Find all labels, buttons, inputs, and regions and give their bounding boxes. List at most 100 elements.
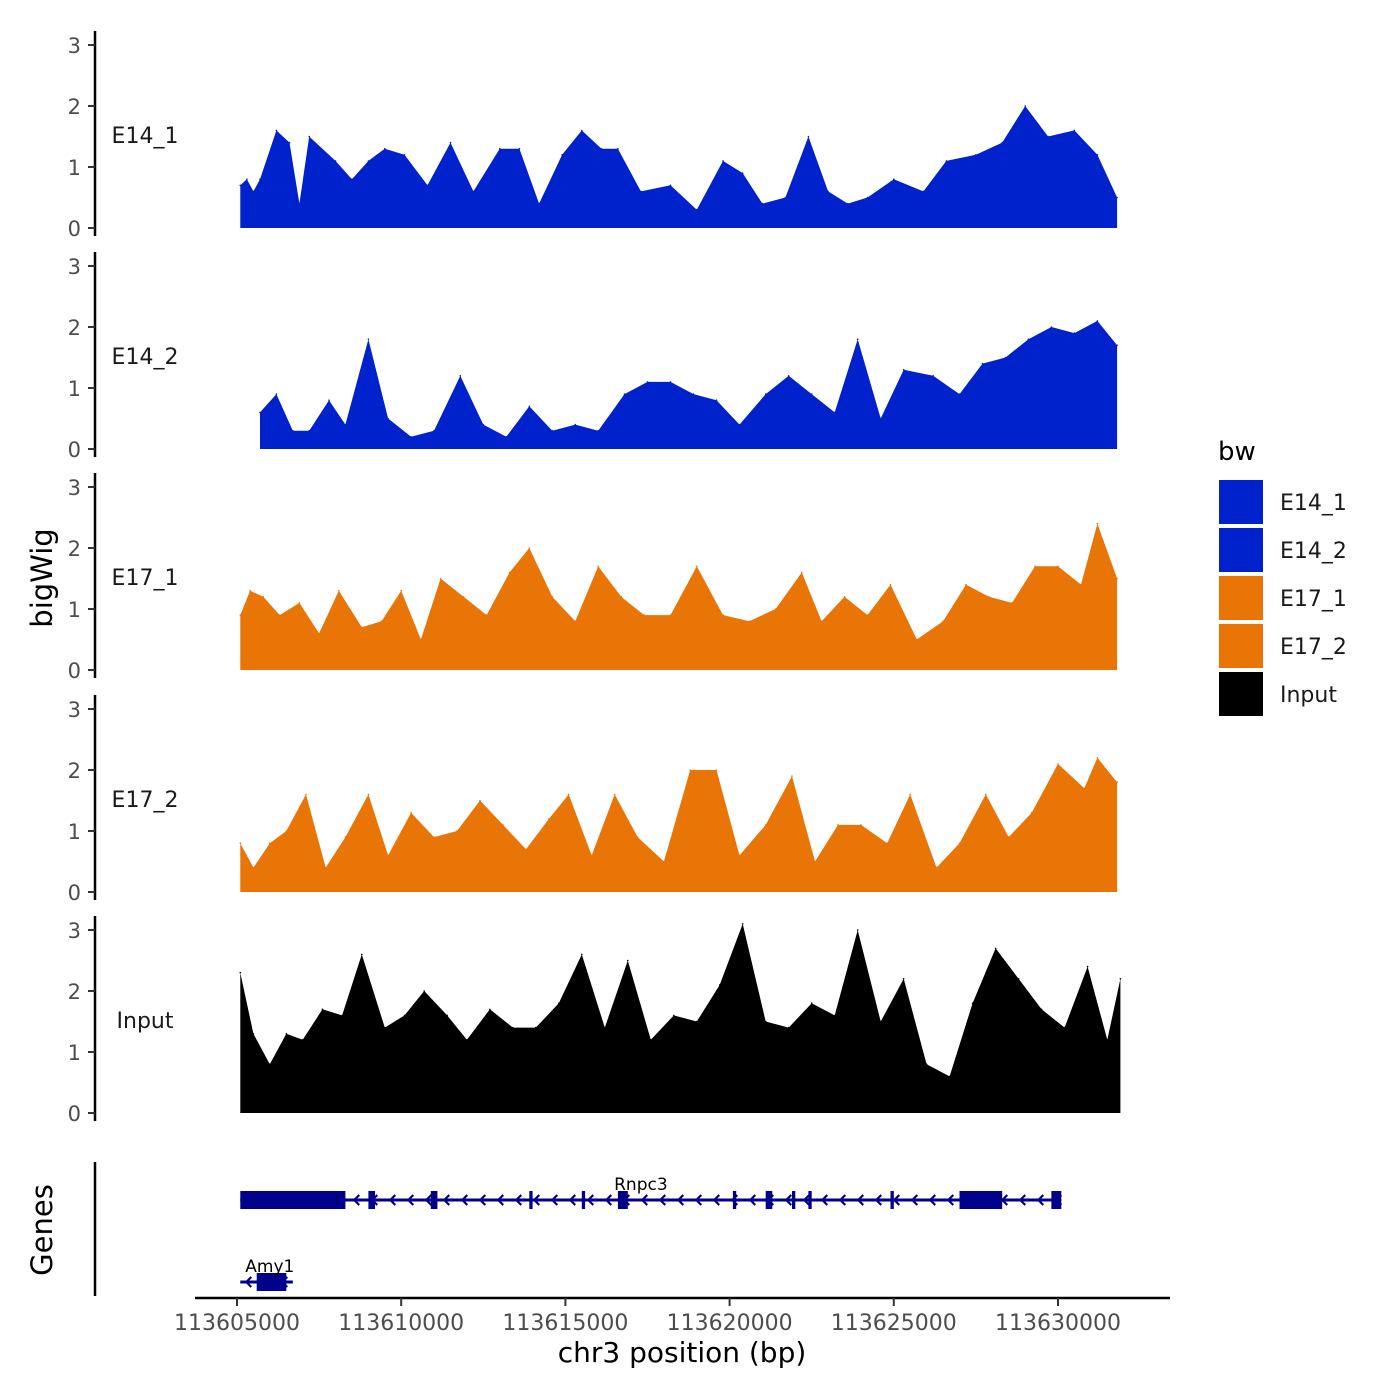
signal-point: [239, 971, 242, 974]
signal-point: [764, 1020, 767, 1023]
strand-arrow: [388, 1194, 397, 1206]
signal-point: [1116, 344, 1118, 347]
signal-point: [328, 399, 330, 402]
signal-area-input: [240, 923, 1121, 1113]
signal-point: [1096, 320, 1099, 322]
track-panel-e14-1: 0 1 2 3 E14_1: [68, 31, 1118, 241]
gene-exon: [368, 1191, 375, 1209]
gene-exon: [808, 1191, 812, 1209]
gene-exon: [617, 1191, 628, 1209]
signal-point: [975, 154, 977, 156]
signal-point: [1007, 836, 1010, 838]
signal-point: [1073, 129, 1076, 132]
signal-point: [827, 190, 829, 193]
signal-point: [249, 589, 251, 592]
signal-point: [673, 1014, 675, 1017]
signal-point: [479, 799, 481, 802]
signal-point: [988, 596, 990, 598]
signal-point: [574, 620, 577, 622]
signal-point: [259, 411, 261, 414]
signal-point: [820, 620, 823, 622]
legend-label: E17_2: [1280, 635, 1347, 660]
signal-point: [715, 399, 718, 402]
signal-point: [239, 184, 242, 187]
strand-arrow: [640, 1194, 649, 1206]
signal-point: [298, 202, 301, 205]
signal-point: [761, 202, 764, 205]
signal-point: [512, 1026, 514, 1029]
signal-point: [715, 769, 718, 771]
signal-point: [833, 411, 836, 414]
gene-exon: [240, 1191, 346, 1209]
signal-point: [958, 842, 961, 844]
signal-point: [1096, 522, 1099, 525]
signal-point: [367, 793, 370, 796]
signal-area-e17-1: [240, 523, 1118, 670]
signal-point: [558, 1002, 560, 1004]
signal-point: [741, 172, 744, 174]
track-label: Input: [117, 1009, 174, 1034]
signal-point: [528, 547, 531, 549]
strand-arrow: [244, 1276, 253, 1288]
signal-point: [498, 147, 501, 150]
signal-point: [502, 824, 504, 826]
signal-point: [380, 620, 383, 622]
signal-area-e14-1: [240, 106, 1118, 228]
signal-point: [958, 393, 961, 395]
signal-point: [535, 1026, 537, 1029]
signal-point: [696, 565, 698, 568]
y-tick-label: 3: [68, 255, 81, 279]
y-tick-label: 3: [68, 698, 81, 722]
signal-point: [288, 141, 291, 144]
signal-point: [764, 393, 767, 395]
signal-point: [292, 429, 294, 432]
track-label: E17_2: [112, 788, 179, 813]
signal-point: [1001, 141, 1003, 144]
signal-point: [722, 614, 724, 616]
signal-point: [613, 793, 616, 796]
signal-point: [278, 614, 281, 616]
signal-point: [423, 990, 426, 992]
signal-point: [669, 381, 672, 383]
signal-point: [669, 184, 672, 187]
signal-point: [518, 147, 521, 150]
legend-swatch: [1219, 528, 1263, 572]
signal-point: [275, 393, 278, 395]
strand-arrow: [352, 1194, 361, 1206]
signal-point: [489, 1008, 491, 1011]
signal-point: [367, 160, 370, 162]
legend-swatch: [1219, 624, 1263, 668]
legend-label: Input: [1280, 683, 1337, 708]
signal-point: [1073, 332, 1076, 334]
signal-point: [344, 423, 347, 426]
signal-area-e17-2: [240, 757, 1118, 892]
signal-point: [935, 866, 938, 869]
signal-point: [893, 178, 895, 180]
y-tick-label: 0: [68, 1102, 81, 1126]
signal-point: [538, 202, 540, 205]
signal-point: [400, 589, 403, 592]
signal-point: [889, 583, 892, 586]
signal-point: [932, 375, 934, 377]
strand-arrow: [874, 1194, 883, 1206]
gene-exon: [792, 1191, 796, 1209]
signal-point: [866, 614, 869, 616]
track-panel-e17-1: 0 1 2 3 E17_1: [68, 473, 1118, 683]
gene-exon: [1051, 1191, 1062, 1209]
strand-arrow: [532, 1194, 541, 1206]
signal-point: [604, 1026, 606, 1029]
signal-point: [525, 848, 527, 851]
signal-point: [801, 571, 803, 574]
signal-point: [252, 190, 255, 193]
signal-point: [814, 860, 816, 863]
signal-point: [810, 393, 813, 395]
signal-point: [620, 596, 622, 598]
track-panel-e17-2: 0 1 2 3 E17_2: [68, 695, 1118, 905]
signal-point: [367, 338, 370, 341]
signal-point: [1040, 1008, 1043, 1011]
signal-point: [456, 830, 458, 832]
signal-point: [860, 824, 862, 826]
signal-point: [472, 190, 475, 193]
signal-point: [361, 626, 363, 629]
signal-point: [1096, 154, 1099, 156]
